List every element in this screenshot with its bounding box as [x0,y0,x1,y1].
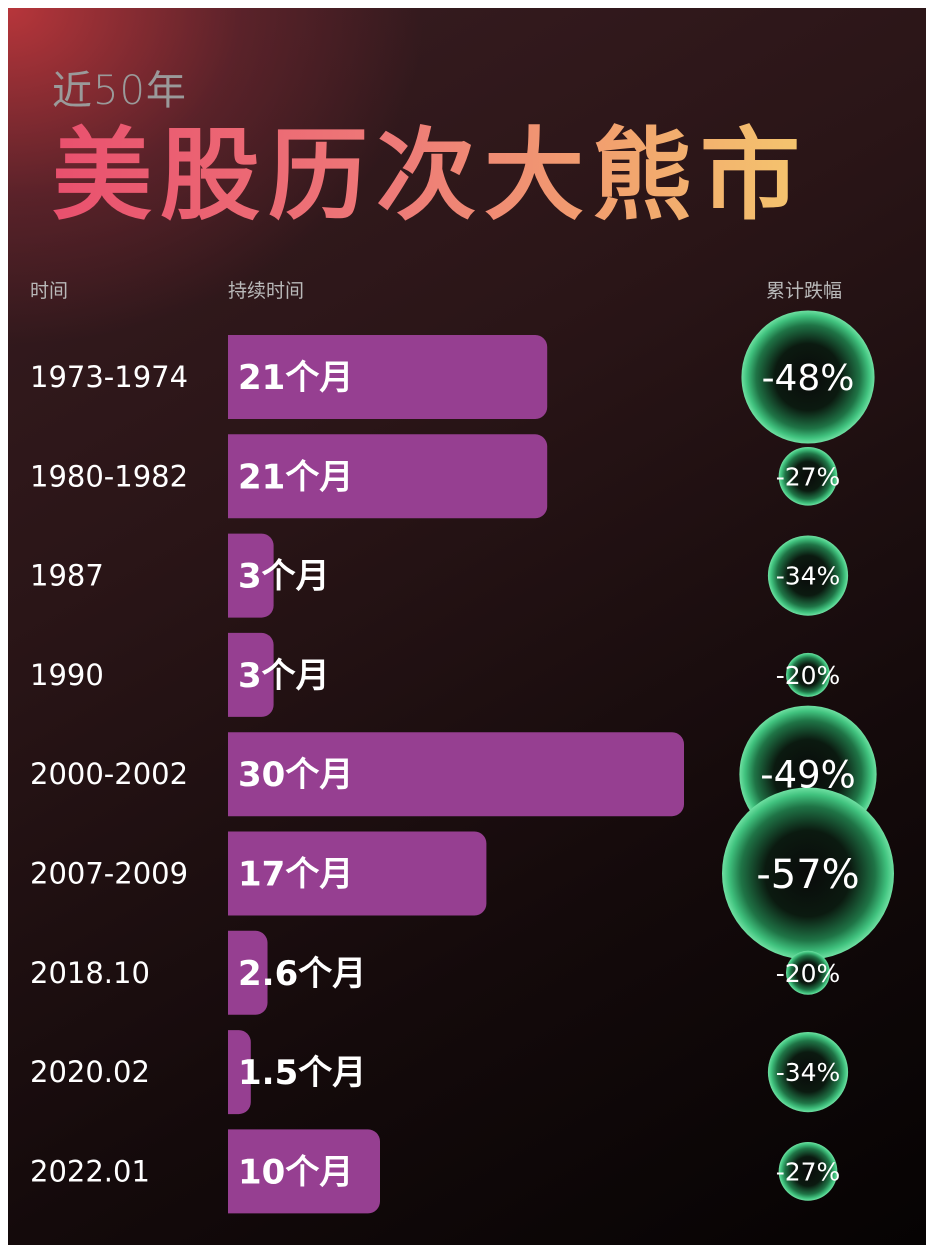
decline-bubble [767,1032,849,1113]
column-header-duration: 持续时间 [228,280,305,302]
decline-label: -20% [776,661,841,690]
duration-bar [228,632,274,717]
decline-label: -20% [776,959,841,988]
period-label: 1987 [30,559,104,593]
decline-bubble [786,950,830,995]
duration-bar [228,1129,380,1214]
decline-bubbles [722,310,894,1201]
period-label: 2022.01 [30,1154,150,1188]
period-label: 2007-2009 [30,857,188,891]
decline-label: -34% [776,1058,841,1087]
duration-bar [228,732,684,817]
column-header-period: 时间 [30,280,69,302]
bear-market-chart: 1973-1974 21个月 -48% 1980-1982 21个月 -27% 1987 3个… [30,310,894,1214]
decline-label: -57% [756,852,859,898]
duration-label: 21个月 [238,358,353,398]
duration-label: 17个月 [238,855,353,895]
duration-label: 3个月 [238,557,330,597]
duration-bar [228,533,274,618]
duration-label: 30个月 [238,755,353,795]
decline-label: -27% [776,1157,841,1186]
period-label: 2018.10 [30,956,150,990]
duration-bar [228,930,268,1015]
decline-bubble [722,787,894,960]
duration-bar [228,335,548,419]
subtitle: 近50年 [52,68,187,114]
decline-label: -48% [762,358,855,399]
column-header-decline: 累计跌幅 [766,280,843,302]
duration-label: 1.5个月 [238,1053,366,1093]
period-label: 2000-2002 [30,757,188,791]
decline-bubble [778,1142,838,1201]
decline-bubble [767,535,849,616]
decline-bubble [786,652,830,697]
duration-bars [228,335,684,1214]
decline-bubble [741,310,875,444]
duration-bar [228,1030,251,1115]
chart-labels: 1973-1974 21个月 -48% 1980-1982 21个月 -27% 1987 3个… [30,358,860,1192]
period-label: 1973-1974 [30,360,188,394]
duration-bar [228,831,487,916]
duration-bar [228,434,548,519]
decline-label: -34% [776,562,841,591]
duration-label: 2.6个月 [238,954,366,994]
duration-label: 10个月 [238,1152,353,1192]
decline-label: -27% [776,462,841,491]
chart-title: 美股历次大熊市 [52,117,808,234]
period-label: 2020.02 [30,1055,150,1089]
decline-bubble [778,446,838,506]
period-label: 1980-1982 [30,459,188,493]
duration-label: 21个月 [238,457,353,497]
decline-label: -49% [760,753,855,796]
period-label: 1990 [30,658,104,692]
poster: 近50年 美股历次大熊市 时间 持续时间 累计跌幅 1973-1974 21个月 -… [8,8,926,1245]
duration-label: 3个月 [238,656,330,696]
